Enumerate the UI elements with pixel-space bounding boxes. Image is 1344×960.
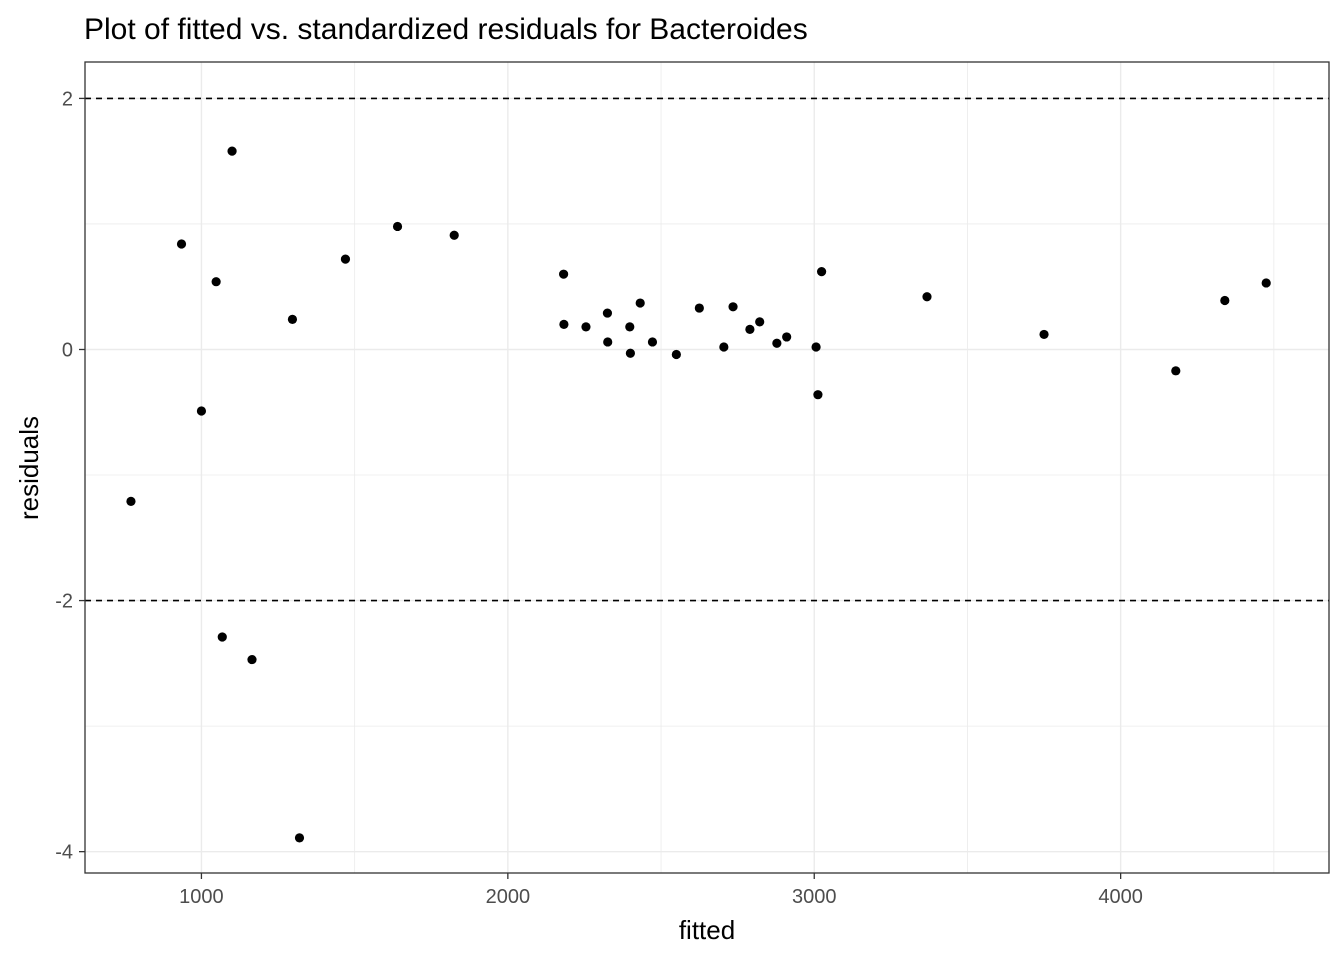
x-tick-label: 2000 xyxy=(486,886,531,908)
data-point xyxy=(247,654,257,665)
data-point xyxy=(922,292,932,302)
y-axis-title: residuals xyxy=(14,416,44,520)
data-point xyxy=(1261,278,1271,288)
y-tick-label: 2 xyxy=(62,88,73,110)
y-tick-label: -2 xyxy=(55,591,73,613)
plot-panel-border xyxy=(84,61,1330,874)
y-tick-label: 0 xyxy=(62,339,73,361)
data-point xyxy=(217,632,227,642)
data-point xyxy=(211,277,221,287)
data-point xyxy=(1220,295,1230,306)
data-point xyxy=(635,298,645,308)
data-point xyxy=(196,406,207,416)
data-point xyxy=(625,348,635,358)
data-point xyxy=(772,338,782,348)
data-point xyxy=(625,322,635,332)
data-point xyxy=(126,496,136,506)
plot-panel-background xyxy=(85,62,1329,873)
x-axis-title: fitted xyxy=(679,915,735,945)
x-tick-label: 3000 xyxy=(792,886,837,908)
data-point xyxy=(694,303,704,313)
data-point xyxy=(811,342,821,352)
data-point xyxy=(559,319,569,329)
data-point xyxy=(647,337,658,347)
data-point xyxy=(227,146,237,156)
data-point xyxy=(813,390,823,400)
data-point xyxy=(755,317,765,327)
data-point xyxy=(176,239,187,249)
chart-title: Plot of fitted vs. standardized residual… xyxy=(84,13,808,46)
data-point xyxy=(602,308,613,318)
data-point xyxy=(340,254,351,264)
data-point xyxy=(581,322,591,332)
data-point xyxy=(1039,329,1049,340)
data-point xyxy=(449,230,459,240)
data-point xyxy=(671,349,681,360)
axis-ticks: 1000 2000 3000 4000 -4 -2 0 2 xyxy=(55,88,1143,908)
x-tick-label: 1000 xyxy=(179,886,224,908)
data-points xyxy=(126,146,1271,843)
data-point xyxy=(392,221,403,232)
data-point xyxy=(1171,366,1181,376)
data-point xyxy=(719,342,729,352)
y-tick-label: -4 xyxy=(55,842,73,864)
data-point xyxy=(745,324,755,335)
data-point xyxy=(728,302,738,312)
x-tick-label: 4000 xyxy=(1098,886,1143,908)
data-point xyxy=(816,267,827,277)
data-point xyxy=(603,337,613,347)
data-point xyxy=(559,269,569,279)
data-point xyxy=(782,332,792,342)
reference-lines xyxy=(85,97,1329,602)
data-point xyxy=(287,314,298,324)
data-point xyxy=(294,833,305,843)
